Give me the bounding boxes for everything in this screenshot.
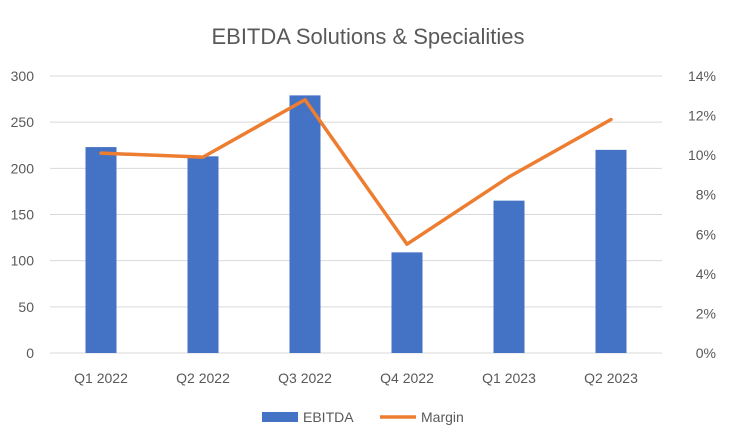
y-right-tick-label: 2% bbox=[696, 305, 716, 321]
x-tick-label: Q1 2023 bbox=[482, 370, 536, 386]
x-tick-label: Q2 2022 bbox=[176, 370, 230, 386]
gridlines bbox=[50, 75, 662, 354]
ebitda-bar bbox=[595, 149, 627, 353]
ebitda-bar bbox=[391, 252, 423, 353]
y-left-tick-label: 150 bbox=[11, 207, 35, 223]
margin-line-series bbox=[99, 97, 613, 246]
right-axis-tick-labels: 0% 2% 4% 6% 8% 10% 12% 14% bbox=[688, 68, 716, 361]
legend-label-margin: Margin bbox=[421, 409, 464, 425]
y-right-tick-label: 14% bbox=[688, 68, 716, 84]
x-tick-label: Q4 2022 bbox=[380, 370, 434, 386]
y-right-tick-label: 4% bbox=[696, 266, 716, 282]
legend-swatch-ebitda bbox=[262, 412, 298, 422]
x-tick-label: Q2 2023 bbox=[584, 370, 638, 386]
chart-title: EBITDA Solutions & Specialities bbox=[211, 24, 524, 49]
margin-point bbox=[99, 151, 103, 155]
y-left-tick-label: 250 bbox=[11, 114, 35, 130]
y-right-tick-label: 6% bbox=[696, 226, 716, 242]
ebitda-bar bbox=[85, 147, 117, 353]
y-right-tick-label: 12% bbox=[688, 108, 716, 124]
left-axis-tick-labels: 0 50 100 150 200 250 300 bbox=[11, 68, 35, 361]
y-right-tick-label: 10% bbox=[688, 147, 716, 163]
y-right-tick-label: 0% bbox=[696, 345, 716, 361]
margin-point bbox=[201, 155, 205, 159]
x-tick-label: Q3 2022 bbox=[278, 370, 332, 386]
ebitda-bar bbox=[289, 95, 321, 353]
ebitda-bar bbox=[187, 156, 219, 353]
y-right-tick-label: 8% bbox=[696, 187, 716, 203]
y-left-tick-label: 0 bbox=[26, 345, 34, 361]
y-left-tick-label: 50 bbox=[18, 299, 34, 315]
legend-label-ebitda: EBITDA bbox=[303, 409, 354, 425]
ebitda-bars bbox=[85, 95, 627, 353]
margin-line bbox=[99, 97, 613, 246]
x-tick-label: Q1 2022 bbox=[74, 370, 128, 386]
legend: EBITDA Margin bbox=[262, 409, 464, 425]
margin-point bbox=[609, 118, 613, 122]
y-left-tick-label: 300 bbox=[11, 68, 35, 84]
ebitda-bar bbox=[493, 200, 525, 353]
margin-point bbox=[405, 242, 409, 246]
x-axis-tick-labels: Q1 2022 Q2 2022 Q3 2022 Q4 2022 Q1 2023 Q2 20… bbox=[74, 370, 638, 386]
y-left-tick-label: 200 bbox=[11, 160, 35, 176]
y-left-tick-label: 100 bbox=[11, 253, 35, 269]
margin-point bbox=[507, 175, 511, 179]
margin-point bbox=[303, 98, 307, 102]
